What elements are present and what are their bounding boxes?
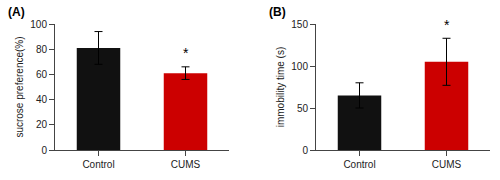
svg-text:CUMS: CUMS	[171, 159, 201, 170]
svg-text:60: 60	[36, 69, 48, 80]
svg-text:*: *	[444, 17, 450, 33]
svg-text:150: 150	[291, 19, 308, 30]
svg-text:20: 20	[36, 119, 48, 130]
svg-text:immobility time (s): immobility time (s)	[275, 47, 286, 128]
svg-text:(B): (B)	[269, 5, 286, 19]
svg-text:0: 0	[302, 145, 308, 156]
svg-text:100: 100	[30, 19, 47, 30]
svg-text:50: 50	[297, 103, 309, 114]
svg-text:CUMS: CUMS	[432, 159, 462, 170]
svg-text:Control: Control	[82, 159, 114, 170]
svg-text:0: 0	[41, 145, 47, 156]
svg-text:100: 100	[291, 61, 308, 72]
svg-text:sucrose preference(%): sucrose preference(%)	[14, 36, 25, 137]
svg-text:80: 80	[36, 44, 48, 55]
svg-text:(A): (A)	[8, 5, 25, 19]
svg-text:Control: Control	[343, 159, 375, 170]
svg-text:40: 40	[36, 94, 48, 105]
svg-text:*: *	[183, 45, 189, 61]
